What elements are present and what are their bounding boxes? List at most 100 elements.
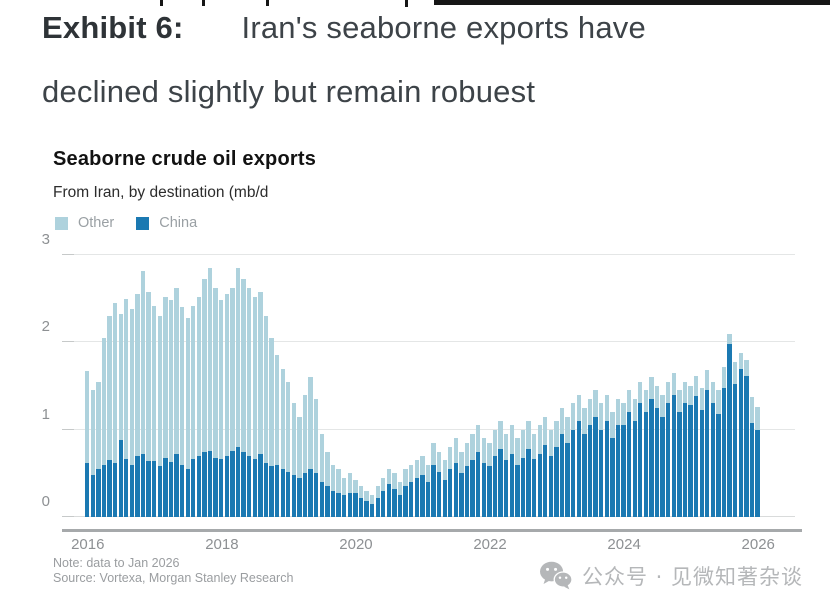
bar-segment-china (207, 450, 213, 517)
bar-segment-china (129, 464, 135, 517)
bar-segment-china (101, 464, 107, 517)
stacked-bar (263, 255, 270, 517)
chart-subtitle: From Iran, by destination (mb/d (53, 184, 269, 201)
stacked-bar (448, 255, 454, 517)
bar-segment-china (671, 394, 676, 517)
bar-segment-china (152, 461, 157, 517)
stacked-bar (548, 255, 555, 517)
stacked-bar (654, 255, 661, 517)
y-tick (62, 341, 74, 343)
bar-segment-china (118, 440, 123, 517)
bar-segment-other (565, 416, 570, 443)
bar-segment-other (615, 399, 621, 426)
bar-segment-china (146, 461, 151, 517)
x-axis-label: 2024 (607, 536, 641, 553)
stacked-bar (235, 255, 242, 517)
bar-segment-china (219, 459, 224, 517)
stacked-bar (504, 255, 510, 517)
bar-segment-china (235, 447, 241, 517)
bar-segment-other (291, 403, 297, 476)
y-tick (62, 254, 74, 255)
bar-segment-other (185, 317, 190, 469)
bar-segment-other (425, 464, 431, 483)
bar-segment-china (464, 466, 470, 517)
stacked-bar (716, 255, 722, 517)
stacked-bar (140, 255, 147, 517)
bar-segment-other (252, 296, 257, 460)
bar-segment-other (649, 377, 654, 400)
bar-segment-other (409, 464, 414, 483)
bar-segment-china (157, 466, 162, 517)
x-axis-line (62, 529, 802, 532)
bar-segment-other (152, 305, 157, 462)
bar-segment-china (224, 455, 229, 517)
bar-segment-other (537, 425, 542, 455)
chart-legend: Other China (55, 215, 219, 231)
bar-segment-other (699, 387, 704, 411)
bar-segment-other (598, 403, 604, 430)
stacked-bar (369, 255, 376, 517)
bar-segment-china (660, 416, 665, 517)
y-tick (62, 516, 74, 517)
exhibit-title-line1: Exhibit 6: Iran's seaborne exports have (42, 10, 802, 46)
bar-segment-other (168, 300, 174, 462)
bar-segment-other (403, 468, 408, 487)
y-axis-label: 3 (41, 231, 50, 248)
exhibit-title-text: Iran's seaborne exports have (241, 10, 646, 45)
bar-segment-other (202, 279, 207, 453)
x-axis-label: 2016 (71, 536, 105, 553)
stacked-bar (425, 255, 432, 517)
bar-segment-other (453, 438, 459, 463)
bar-segment-china (112, 462, 118, 517)
bar-segment-other (219, 300, 224, 460)
bar-segment-china (721, 387, 727, 517)
stacked-bar (129, 255, 136, 517)
bar-segment-china (738, 368, 743, 517)
stacked-bar (347, 255, 354, 517)
watermark: 公众号 · 见微知著杂谈 (538, 560, 803, 592)
stacked-bar (185, 255, 192, 517)
stacked-bar (174, 255, 180, 517)
bar-segment-other (325, 451, 330, 487)
bar-segment-china (682, 403, 688, 517)
stacked-bar (699, 255, 706, 517)
bar-segment-other (677, 390, 682, 413)
stacked-bar (358, 255, 365, 517)
bar-segment-other (431, 442, 436, 465)
bar-segment-china (196, 455, 202, 517)
stacked-bar (470, 255, 476, 517)
bar-segment-china (649, 399, 654, 517)
bar-segment-china (604, 420, 609, 517)
bar-segment-china (414, 477, 419, 517)
watermark-text: 公众号 · 见微知著杂谈 (582, 565, 804, 589)
bar-segment-china (336, 492, 341, 517)
stacked-bar (325, 255, 331, 517)
stacked-bar (85, 255, 91, 517)
bar-segment-china (565, 442, 570, 517)
bar-segment-china (258, 454, 263, 517)
cropped-content-artifact (160, 0, 163, 6)
bar-segment-china (576, 420, 581, 517)
bar-segment-other (330, 464, 336, 491)
y-axis-label: 2 (41, 318, 50, 336)
bar-segment-china (314, 473, 319, 517)
bar-segment-china (509, 454, 514, 517)
bar-segment-china (710, 403, 716, 517)
bar-segment-other (481, 438, 486, 463)
stacked-bar (286, 255, 292, 517)
stacked-bar (749, 255, 756, 517)
bar-segment-china (693, 396, 699, 517)
stacked-bar (314, 255, 320, 517)
bar-segment-china (543, 445, 548, 517)
cropped-content-artifact (434, 0, 830, 5)
stacked-bar (632, 255, 639, 517)
stacked-bar (738, 255, 745, 517)
stacked-bar (280, 255, 287, 517)
bar-segment-china (587, 425, 593, 517)
bar-segment-china (615, 425, 621, 517)
bar-segment-other (688, 386, 693, 406)
stacked-bar (693, 255, 700, 517)
bar-segment-other (207, 268, 213, 451)
bar-segment-china (749, 422, 755, 517)
bar-segment-china (347, 492, 352, 517)
